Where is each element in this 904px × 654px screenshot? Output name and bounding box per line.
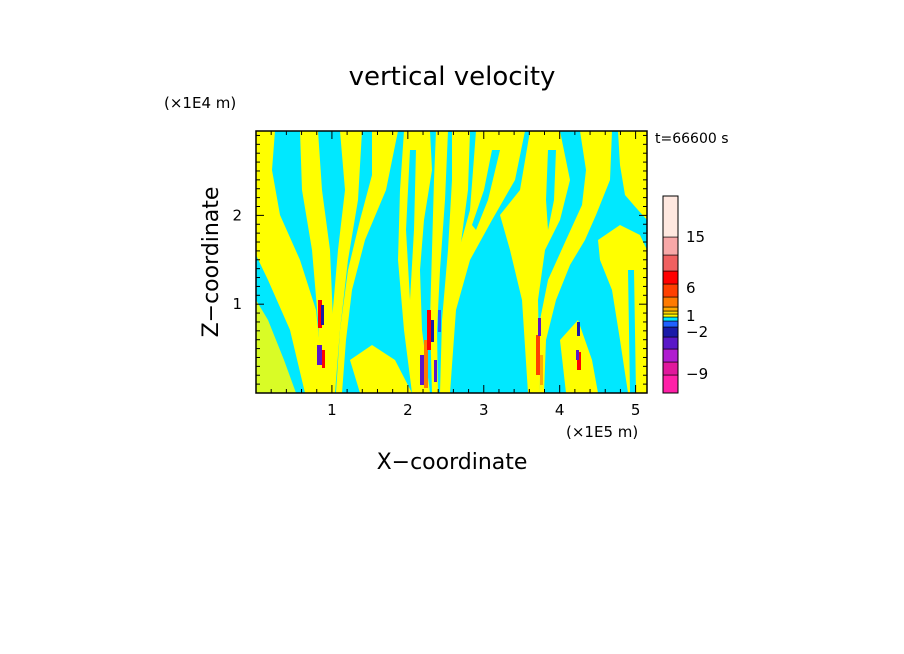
updraft-plume xyxy=(350,345,412,393)
x-axis-label: X−coordinate xyxy=(377,450,528,475)
colorbar-level xyxy=(662,236,679,256)
x-tick-label: 4 xyxy=(555,401,565,419)
downdraft-streak xyxy=(406,150,416,300)
core-blue xyxy=(577,322,580,336)
colorbar-level xyxy=(662,313,679,318)
colorbar-level xyxy=(662,361,679,376)
colorbar-level xyxy=(662,306,679,312)
x-tick-label: 1 xyxy=(327,401,337,419)
x-unit-label: (×1E5 m) xyxy=(566,423,638,441)
updraft-plume xyxy=(300,131,333,393)
core-purple xyxy=(317,345,322,365)
velocity-field xyxy=(256,131,647,393)
downdraft-streak xyxy=(628,270,636,393)
colorbar-labels: 15 6 1−2 −9 xyxy=(686,228,708,383)
colorbar-level xyxy=(662,270,679,285)
updraft-plume xyxy=(398,131,432,393)
y-tick-label: 1 xyxy=(232,295,242,313)
axis-ticks xyxy=(256,131,647,393)
core-blue xyxy=(538,318,541,336)
y-unit-label: (×1E4 m) xyxy=(164,94,236,112)
updraft-plume xyxy=(443,131,525,393)
colorbar-level xyxy=(662,254,679,272)
plot-frame xyxy=(255,130,648,394)
core-blue xyxy=(321,305,324,325)
updraft-plume xyxy=(618,131,647,220)
downdraft-streak xyxy=(472,150,500,230)
x-tick-label: 3 xyxy=(479,401,489,419)
core-orange xyxy=(424,340,428,388)
colorbar-level xyxy=(662,320,679,328)
updraft-plume xyxy=(256,300,296,393)
core-red xyxy=(318,300,322,328)
colorbar-level xyxy=(662,336,679,350)
core-red xyxy=(536,335,540,375)
core-blue xyxy=(438,310,441,332)
updraft-plume xyxy=(256,131,325,393)
updraft-plume xyxy=(336,131,398,393)
colorbar-label: −9 xyxy=(686,365,708,383)
x-tick-label: 5 xyxy=(631,401,641,419)
x-tick-labels: 1 2 3 4 5 xyxy=(327,401,640,419)
core-orange xyxy=(540,355,543,385)
core-purple xyxy=(434,360,437,382)
core-purple xyxy=(576,350,579,360)
colorbar-level xyxy=(662,283,679,298)
core-red xyxy=(322,350,325,368)
y-axis-label: Z−coordinate xyxy=(199,187,224,338)
colorbar-label: −2 xyxy=(686,323,708,341)
downdraft-streaks xyxy=(283,131,636,393)
y-tick-label: 2 xyxy=(232,206,242,224)
core-blue xyxy=(431,320,434,342)
x-tick-label: 2 xyxy=(403,401,413,419)
updraft-cores xyxy=(317,300,581,388)
colorbar-level xyxy=(662,195,679,238)
chart-title: vertical velocity xyxy=(349,62,556,92)
time-label: t=66600 s xyxy=(655,131,729,147)
core-red xyxy=(577,352,581,370)
colorbar-label: 6 xyxy=(686,279,696,297)
downdraft-streak xyxy=(546,150,556,230)
core-purple xyxy=(420,355,424,385)
updraft-plume xyxy=(430,131,448,393)
core-red xyxy=(427,310,431,350)
y-tick-labels: 12 xyxy=(232,206,242,313)
colorbar-label: 1 xyxy=(686,307,696,325)
colorbar-frame xyxy=(662,195,679,394)
colorbar-level xyxy=(662,374,679,394)
colorbar-level xyxy=(662,326,679,338)
colorbar xyxy=(662,195,679,394)
colorbar-level xyxy=(662,310,679,315)
updraft-plume xyxy=(538,131,612,393)
colorbar-level xyxy=(662,316,679,322)
colorbar-level xyxy=(662,296,679,308)
downdraft-streak xyxy=(283,131,302,240)
updraft-plume xyxy=(328,131,362,393)
colorbar-level xyxy=(662,348,679,363)
colorbar-label: 15 xyxy=(686,228,705,246)
